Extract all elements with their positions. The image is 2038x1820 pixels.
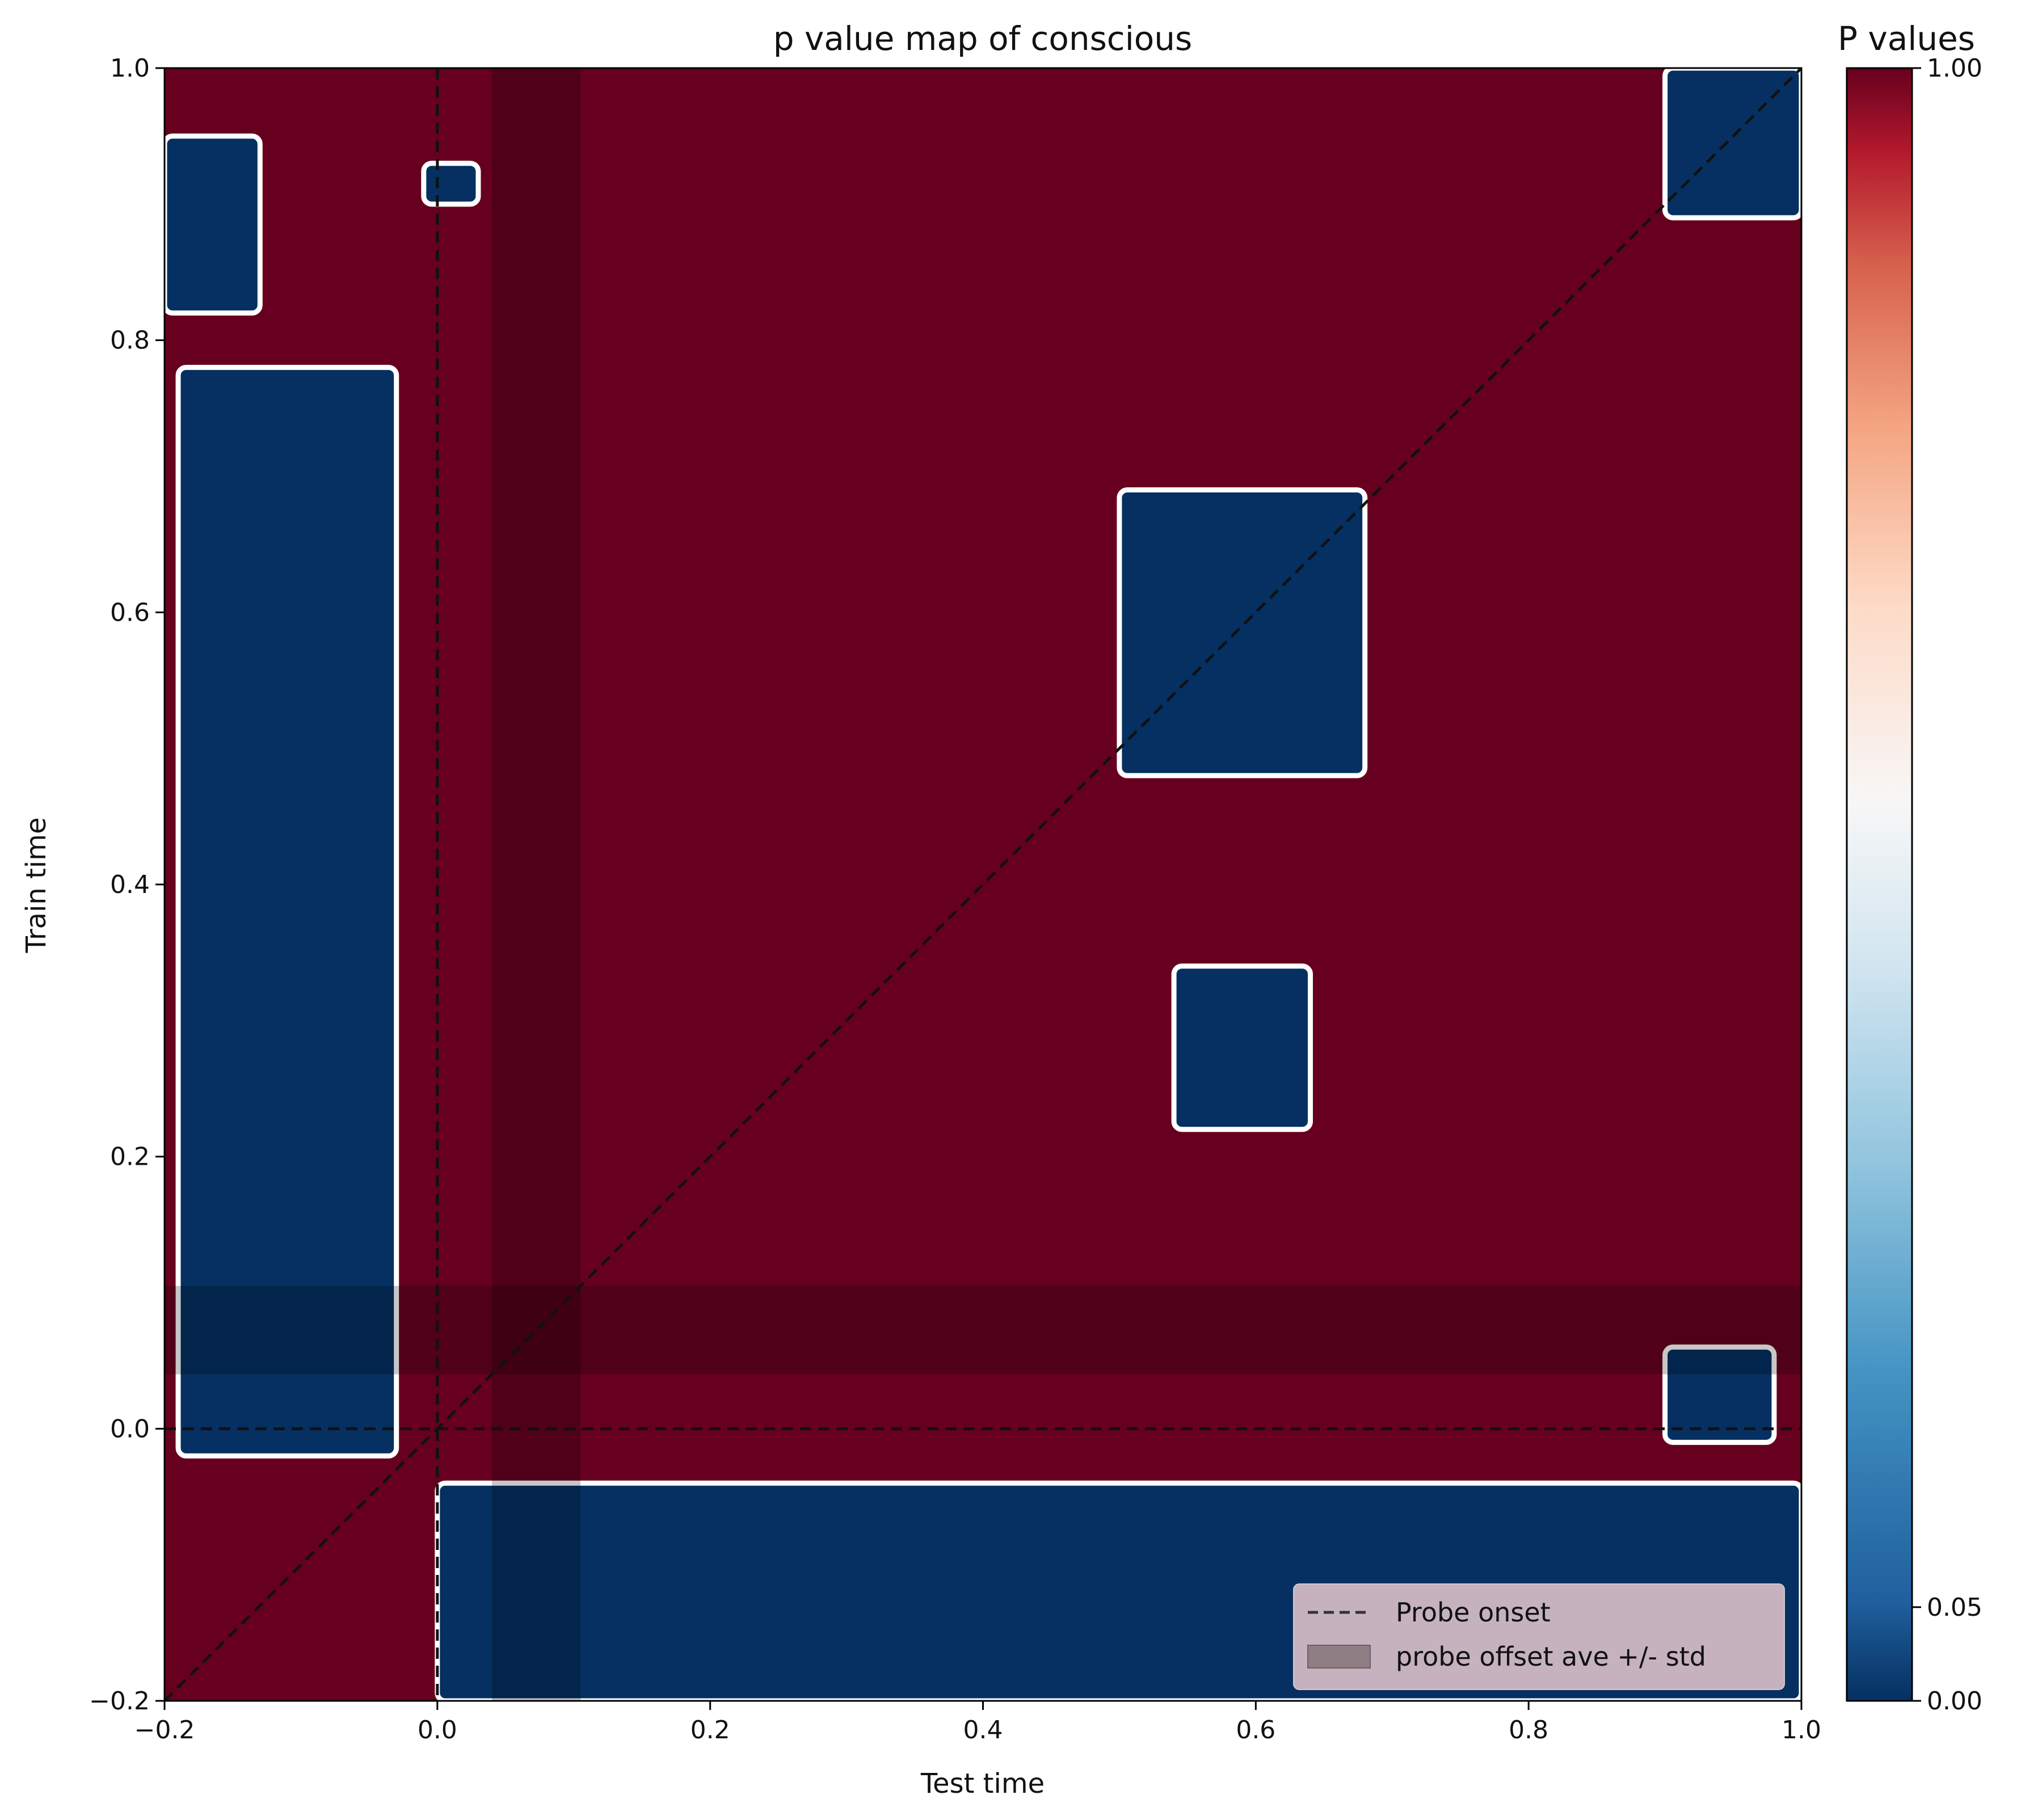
y-axis-label: Train time xyxy=(20,818,52,954)
region-top-small xyxy=(421,161,481,207)
significant-regions xyxy=(165,68,1801,1701)
colorbar: P values 0.00 0.05 1.00 xyxy=(1838,19,1982,1716)
x-tick-label: 0.6 xyxy=(1236,1716,1275,1745)
chart-title: p value map of conscious xyxy=(773,19,1193,58)
colorbar-tick-label: 1.00 xyxy=(1927,54,1982,83)
legend-label-probe-offset: probe offset ave +/- std xyxy=(1396,1641,1706,1672)
region-small-patches xyxy=(1171,963,1313,1132)
region-top-right xyxy=(1662,68,1801,221)
y-tick-label: −0.2 xyxy=(89,1687,150,1716)
legend-box xyxy=(1293,1583,1785,1690)
x-axis-ticks: −0.2 0.0 0.2 0.4 0.6 0.8 1.0 xyxy=(134,1701,1821,1745)
y-tick-label: 0.6 xyxy=(110,598,150,627)
x-tick-label: −0.2 xyxy=(134,1716,195,1745)
probe-offset-band-horizontal xyxy=(165,1286,1801,1375)
y-axis-ticks: −0.2 0.0 0.2 0.4 0.6 0.8 1.0 xyxy=(89,54,165,1716)
region-early-column xyxy=(175,365,399,1459)
legend-patch-swatch xyxy=(1307,1645,1371,1669)
y-tick-label: 0.4 xyxy=(110,870,150,899)
y-tick-label: 0.8 xyxy=(110,326,150,355)
x-tick-label: 0.4 xyxy=(963,1716,1003,1745)
region-top-left xyxy=(165,133,263,316)
y-tick-label: 0.0 xyxy=(110,1414,150,1443)
legend-label-probe-onset: Probe onset xyxy=(1396,1597,1551,1628)
y-tick-label: 0.2 xyxy=(110,1143,150,1172)
probe-offset-band-vertical xyxy=(492,68,581,1701)
y-tick-label: 1.0 xyxy=(110,54,150,83)
x-tick-label: 1.0 xyxy=(1782,1716,1821,1745)
x-tick-label: 0.0 xyxy=(418,1716,457,1745)
x-tick-label: 0.8 xyxy=(1509,1716,1548,1745)
colorbar-title: P values xyxy=(1838,19,1975,58)
reference-lines xyxy=(165,68,1801,1701)
colorbar-ticks: 0.00 0.05 1.00 xyxy=(1912,54,1982,1716)
colorbar-tick-label: 0.00 xyxy=(1927,1687,1982,1716)
diagonal-line xyxy=(165,68,1801,1701)
colorbar-tick-label: 0.05 xyxy=(1927,1593,1982,1622)
legend: Probe onset probe offset ave +/- std xyxy=(1293,1583,1785,1690)
region-mid-cluster xyxy=(1117,487,1368,778)
region-right-low xyxy=(1662,1344,1777,1445)
x-tick-label: 0.2 xyxy=(690,1716,730,1745)
colorbar-gradient xyxy=(1846,67,1913,1702)
x-axis-label: Test time xyxy=(920,1768,1045,1800)
